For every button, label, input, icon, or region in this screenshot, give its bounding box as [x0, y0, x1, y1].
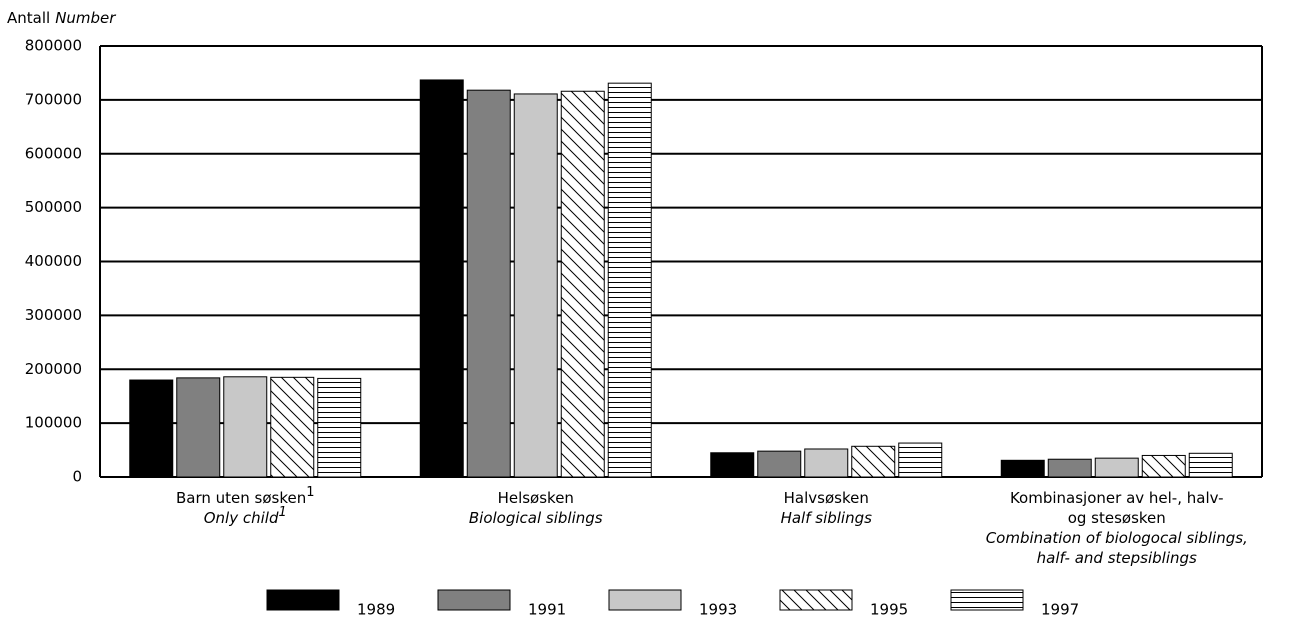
- bar: [176, 377, 221, 478]
- bar: [513, 93, 558, 478]
- legend-swatch: [779, 589, 853, 611]
- bar: [270, 376, 315, 478]
- y-tick-label: 200000: [25, 360, 82, 378]
- y-tick-label: 700000: [25, 90, 82, 108]
- y-label-en: Number: [55, 9, 116, 27]
- x-tick-label: Helsøsken: [498, 489, 574, 507]
- legend-swatch: [437, 589, 511, 611]
- x-tick-label: Half siblings: [781, 509, 873, 527]
- legend-swatch: [608, 589, 682, 611]
- x-tick-label-text: Combination of biologocal siblings,: [986, 529, 1248, 547]
- x-tick-label: Only child1: [204, 505, 287, 527]
- bar: [560, 90, 605, 478]
- legend-label: 1995: [870, 601, 908, 619]
- x-tick-label-text: Barn uten søsken: [176, 489, 306, 507]
- y-tick-label: 0: [72, 468, 82, 486]
- x-tick-label: Halvsøsken: [784, 489, 869, 507]
- bar: [804, 448, 849, 478]
- x-tick-label: og stesøsken: [1068, 509, 1166, 527]
- y-tick-label: 600000: [25, 144, 82, 162]
- bar: [466, 89, 511, 478]
- x-tick-label-text: Half siblings: [781, 509, 873, 527]
- bar: [757, 450, 802, 478]
- x-tick-label-text: Helsøsken: [498, 489, 574, 507]
- x-tick-label: Barn uten søsken1: [176, 485, 315, 507]
- x-tick-label: half- and stepsiblings: [1037, 549, 1197, 567]
- legend-label: 1997: [1041, 601, 1079, 619]
- y-tick-label: 500000: [25, 198, 82, 216]
- y-tick-label: 100000: [25, 414, 82, 432]
- y-label-no: Antall: [7, 9, 50, 27]
- legend-label: 1991: [528, 601, 566, 619]
- bar: [710, 452, 755, 478]
- legend-swatch: [950, 589, 1024, 611]
- bar: [1047, 458, 1092, 478]
- footnote: 1: [306, 485, 314, 500]
- bar: [1094, 457, 1139, 478]
- bar: [1000, 459, 1045, 478]
- footnote: 1: [278, 505, 286, 520]
- y-tick-label: 400000: [25, 252, 82, 270]
- bar: [419, 79, 464, 478]
- x-tick-label-text: half- and stepsiblings: [1037, 549, 1197, 567]
- x-tick-label: Combination of biologocal siblings,: [986, 529, 1248, 547]
- x-tick-label-text: Only child: [204, 509, 279, 527]
- x-tick-label-text: Biological siblings: [469, 509, 603, 527]
- x-tick-label: Kombinasjoner av hel-, halv-: [1010, 489, 1224, 507]
- legend-label: 1989: [357, 601, 395, 619]
- bar: [607, 82, 652, 478]
- y-axis-label: Antall Number: [7, 9, 116, 27]
- legend-swatch: [266, 589, 340, 611]
- bar: [129, 379, 174, 478]
- x-tick-label-text: og stesøsken: [1068, 509, 1166, 527]
- bar: [317, 377, 362, 478]
- x-tick-label: Biological siblings: [469, 509, 603, 527]
- bar: [1188, 452, 1233, 478]
- bar: [898, 442, 943, 478]
- bar: [223, 376, 268, 478]
- legend-label: 1993: [699, 601, 737, 619]
- x-tick-label-text: Halvsøsken: [784, 489, 869, 507]
- x-tick-label-text: Kombinasjoner av hel-, halv-: [1010, 489, 1224, 507]
- y-tick-label: 800000: [25, 37, 82, 55]
- bar: [851, 445, 896, 478]
- y-tick-label: 300000: [25, 306, 82, 324]
- bar: [1141, 454, 1186, 478]
